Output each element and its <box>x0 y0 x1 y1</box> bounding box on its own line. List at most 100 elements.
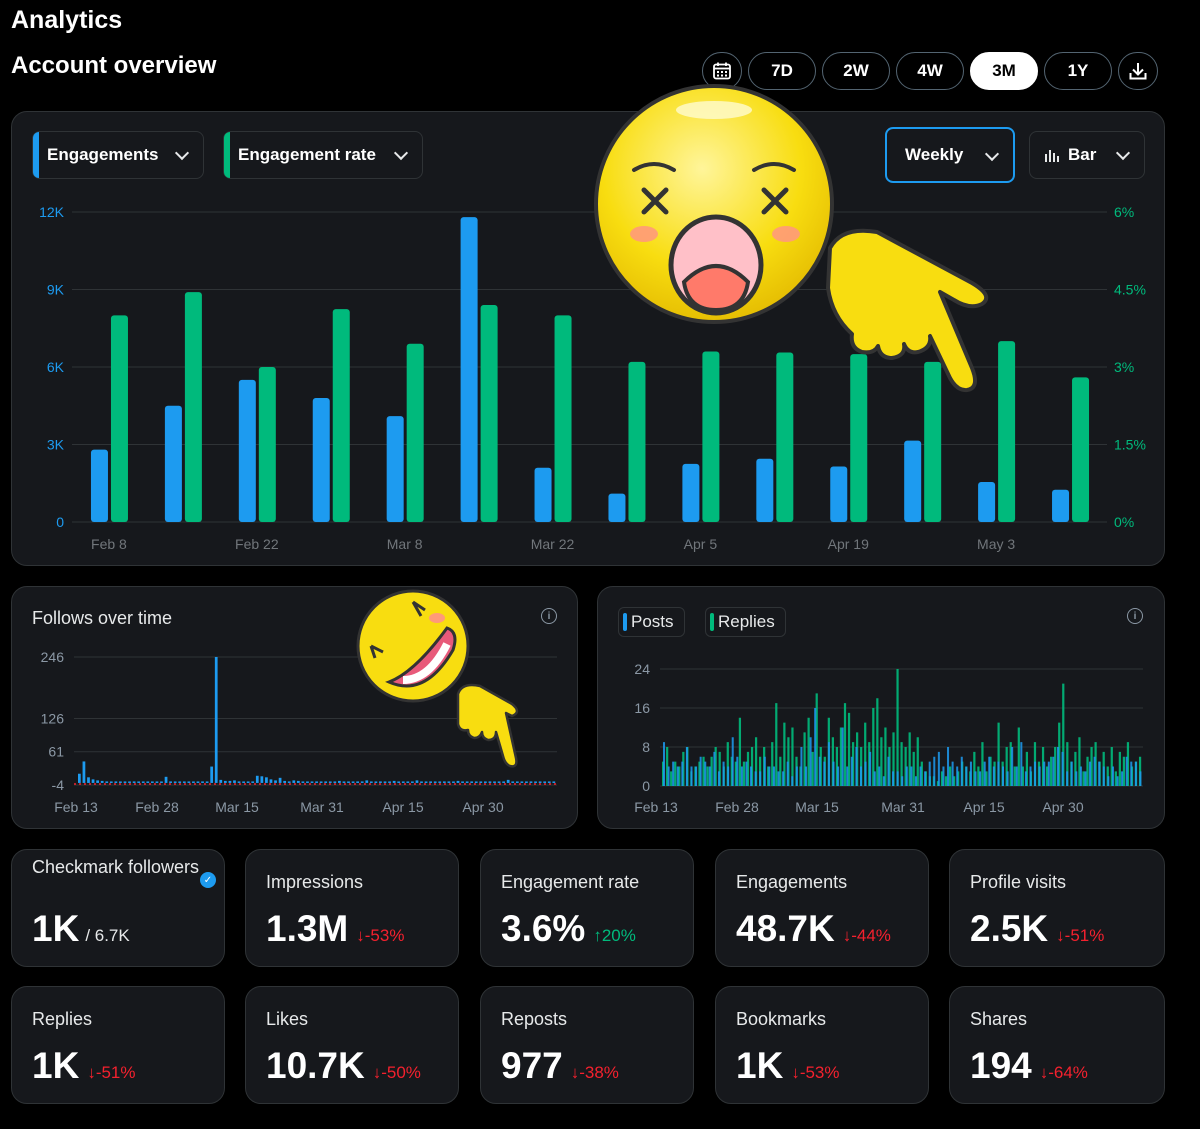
follows-bar <box>205 781 209 783</box>
follows-bar <box>132 781 136 783</box>
engagements-bar <box>460 217 478 522</box>
posts-bar <box>924 771 927 786</box>
follows-bar <box>347 781 350 783</box>
posts-bar <box>841 727 844 786</box>
follows-bar <box>155 781 159 783</box>
follows-bar <box>515 781 519 783</box>
bar-chart-icon <box>1045 150 1059 162</box>
replies-bar <box>746 751 750 786</box>
replies-bar <box>843 703 847 786</box>
follows-bar <box>141 781 145 783</box>
replies-legend[interactable]: Replies <box>705 607 786 637</box>
replies-bar <box>742 761 746 786</box>
stat-label: Profile visits <box>970 872 1067 892</box>
replies-bar <box>985 771 988 786</box>
follows-bar <box>520 781 524 783</box>
engagements-bar <box>312 398 330 522</box>
y-tick-label: 126 <box>41 710 65 726</box>
posts-bar <box>772 766 775 786</box>
replies-bar <box>666 747 669 786</box>
stat-impressions: Impressions 1.3M ↓-53% <box>245 849 459 967</box>
replies-bar <box>973 751 976 786</box>
replies-bar <box>839 727 843 786</box>
posts-legend[interactable]: Posts <box>618 607 685 637</box>
laughing-face-emoji <box>356 589 470 703</box>
follows-bar <box>123 781 127 783</box>
posts-bar <box>750 766 753 786</box>
range-2w-button[interactable]: 2W <box>822 52 890 90</box>
replies-bar <box>880 737 883 786</box>
posts-bar <box>892 771 895 786</box>
engagements-bar <box>534 467 552 522</box>
replies-bar <box>900 742 903 786</box>
engagements-bar <box>386 416 404 522</box>
posts-bar <box>768 766 771 786</box>
follows-bar <box>379 781 382 783</box>
info-icon[interactable]: i <box>1127 608 1143 624</box>
posts-bar <box>1066 771 1069 786</box>
replies-bar <box>754 737 758 786</box>
download-button[interactable] <box>1118 52 1158 90</box>
metric-left-dropdown[interactable]: Engagements <box>32 131 204 179</box>
range-3m-button[interactable]: 3M <box>970 52 1038 90</box>
follows-bar <box>228 780 232 783</box>
posts-bar <box>947 747 950 786</box>
posts-bar <box>1015 766 1018 786</box>
stat-number: 1.3M <box>266 908 349 949</box>
posts-bar <box>901 776 904 786</box>
replies-bar <box>734 761 737 786</box>
follows-bar <box>456 780 460 783</box>
y-right-tick-label: 0% <box>1114 514 1134 530</box>
y-tick-label: 0 <box>642 778 650 794</box>
follows-title: Follows over time <box>32 608 173 628</box>
posts-bar <box>869 751 872 786</box>
posts-legend-label: Posts <box>631 612 674 631</box>
stat-reposts: Reposts 977 ↓-38% <box>480 986 694 1104</box>
chart-type-dropdown[interactable]: Bar <box>1029 131 1145 179</box>
follows-bar <box>214 657 218 783</box>
replies-bar <box>1025 751 1029 786</box>
interval-dropdown[interactable]: Weekly <box>885 127 1015 183</box>
pointing-hand-emoji <box>456 683 519 768</box>
stat-value: 2.5K ↓-51% <box>970 908 1104 950</box>
posts-bar <box>823 761 826 786</box>
posts-bar <box>1139 771 1142 786</box>
posts-bar <box>685 747 688 786</box>
posts-bar <box>942 766 945 786</box>
posts-bar <box>708 766 711 786</box>
stat-delta: ↓-53% <box>356 926 405 945</box>
range-4w-button[interactable]: 4W <box>896 52 964 90</box>
engagements-bar <box>608 493 626 522</box>
x-tick-label: Apr 30 <box>462 799 503 815</box>
download-icon <box>1129 63 1147 80</box>
posts-bar <box>795 766 798 786</box>
x-tick-label: Apr 5 <box>684 536 718 552</box>
follows-bar <box>338 780 341 783</box>
engagements-bar <box>90 449 108 522</box>
replies-bar <box>835 747 839 786</box>
replies-bar <box>1126 742 1130 786</box>
replies-bar <box>670 771 673 786</box>
posts-bar <box>1052 756 1055 786</box>
calendar-button[interactable] <box>702 52 742 90</box>
posts-bar <box>672 761 675 786</box>
stat-likes: Likes 10.7K ↓-50% <box>245 986 459 1104</box>
range-1y-button[interactable]: 1Y <box>1044 52 1112 90</box>
metric-right-dropdown[interactable]: Engagement rate <box>223 131 423 179</box>
follows-bar <box>529 781 533 783</box>
replies-bar <box>674 761 677 786</box>
replies-bar <box>864 722 867 786</box>
follows-bar <box>534 781 537 783</box>
posts-bar <box>800 747 803 786</box>
posts-bar <box>1130 761 1133 786</box>
posts-bar <box>809 737 812 786</box>
x-tick-label: May 3 <box>977 536 1015 552</box>
posts-bar <box>1084 771 1087 786</box>
info-icon[interactable]: i <box>541 608 557 624</box>
follows-bar <box>210 766 214 783</box>
range-7d-button[interactable]: 7D <box>748 52 816 90</box>
posts-bar <box>791 776 794 786</box>
y-tick-label: 24 <box>634 661 650 677</box>
follows-bar <box>397 781 401 783</box>
follows-bar <box>543 781 547 783</box>
